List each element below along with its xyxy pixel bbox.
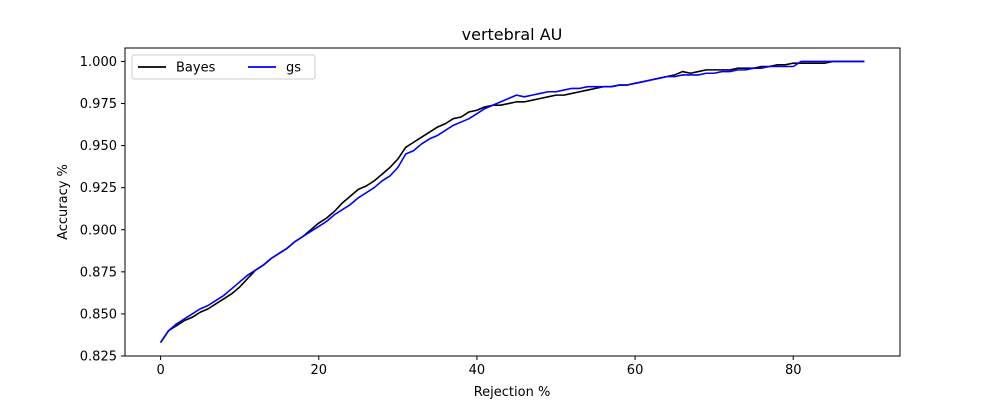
y-tick-label: 0.850 xyxy=(80,307,117,322)
y-tick-label: 0.975 xyxy=(80,97,117,112)
plot-area xyxy=(124,47,901,357)
legend-box xyxy=(131,54,316,80)
chart-title: vertebral AU xyxy=(462,25,563,44)
x-tick-label: 40 xyxy=(469,363,486,378)
series-line-gs xyxy=(159,60,865,343)
y-tick-label: 1.000 xyxy=(80,55,117,70)
x-axis-title: Rejection % xyxy=(474,385,551,400)
x-tick-label: 0 xyxy=(156,363,164,378)
y-axis-title: Accuracy % xyxy=(56,164,71,240)
x-tick-label: 20 xyxy=(310,363,327,378)
legend-label-bayes: Bayes xyxy=(176,61,216,76)
y-tick-label: 0.825 xyxy=(80,350,117,365)
x-tick-label: 60 xyxy=(627,363,644,378)
x-axis: 0 20 40 60 80 xyxy=(156,356,802,378)
y-tick-label: 0.900 xyxy=(80,223,117,238)
legend-label-gs: gs xyxy=(286,61,301,76)
legend: Bayes gs xyxy=(131,54,316,80)
y-axis: 0.825 0.850 0.875 0.900 0.925 0.950 0.975 1.000 xyxy=(80,55,125,365)
series-layer xyxy=(159,60,865,343)
plot-frame xyxy=(124,47,901,357)
y-tick-label: 0.950 xyxy=(80,139,117,154)
y-tick-label: 0.925 xyxy=(80,181,117,196)
y-tick-label: 0.875 xyxy=(80,265,117,280)
x-tick-label: 80 xyxy=(785,363,802,378)
